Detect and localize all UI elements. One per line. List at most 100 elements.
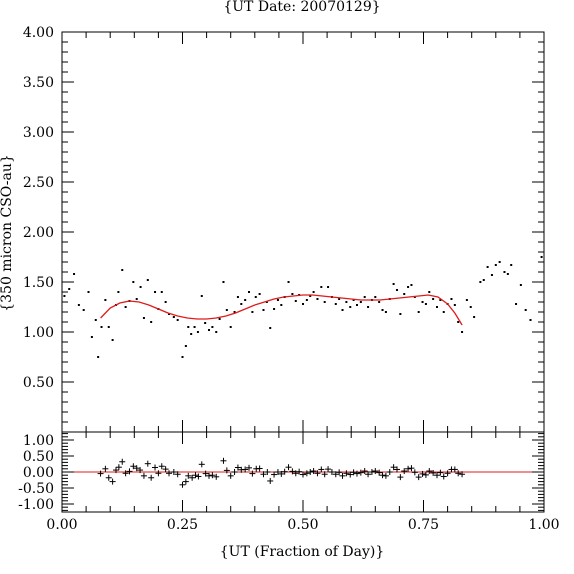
data-point (381, 309, 384, 311)
residual-point (274, 469, 281, 475)
data-point (302, 303, 304, 305)
residual-point (440, 473, 447, 480)
data-point (236, 296, 239, 298)
residual-point (353, 470, 360, 477)
residual-point (307, 469, 314, 475)
data-point (349, 306, 352, 308)
residual-point (112, 467, 119, 474)
residual-point (285, 464, 292, 471)
y-tick-label: 2.00 (23, 225, 54, 241)
data-point (97, 356, 100, 358)
residual-point (133, 465, 140, 472)
y-tick-label: -1.00 (18, 497, 54, 513)
data-point (208, 329, 211, 331)
y-tick-label: 1.00 (23, 433, 54, 449)
residual-point (192, 472, 199, 479)
top-panel-ticks: 0.50 1.00 1.50 2.00 2.50 3.00 3.50 4.00 (23, 25, 545, 433)
residual-point (397, 474, 404, 481)
bottom-panel: -1.00-0.500.000.501.00 (18, 431, 545, 513)
data-point (135, 298, 138, 300)
residual-points (97, 457, 466, 488)
data-point (341, 309, 344, 311)
residual-point (206, 472, 213, 479)
data-point (117, 291, 120, 293)
data-point (77, 304, 80, 306)
residual-point (433, 472, 440, 479)
residual-point (386, 469, 393, 475)
data-point (417, 311, 420, 313)
residual-point (249, 470, 256, 477)
data-point (73, 273, 76, 275)
y-tick-label: 3.00 (23, 125, 54, 141)
residual-point (281, 468, 288, 475)
residual-point (451, 466, 458, 473)
residual-point (256, 465, 263, 472)
residual-point (223, 467, 230, 474)
data-point (498, 261, 501, 263)
data-point (461, 331, 464, 333)
data-point (515, 303, 518, 305)
data-point (374, 296, 377, 298)
residual-point (102, 465, 109, 472)
data-point (168, 313, 171, 315)
data-point (395, 289, 398, 291)
data-point (146, 279, 149, 281)
data-point (524, 309, 527, 311)
residual-point (350, 469, 357, 476)
residual-point (411, 469, 418, 476)
data-point (457, 321, 460, 323)
residual-point (292, 470, 299, 477)
data-point (193, 326, 196, 328)
data-point (142, 317, 145, 319)
residual-point (271, 471, 278, 478)
data-point (482, 279, 485, 281)
data-point (222, 281, 225, 283)
data-point (172, 316, 175, 318)
data-point (421, 301, 424, 303)
data-point (269, 327, 272, 329)
data-point (355, 304, 358, 306)
residual-point (130, 463, 137, 470)
data-point (309, 295, 312, 297)
data-point (345, 301, 348, 303)
data-point (68, 288, 71, 290)
data-point (442, 311, 445, 313)
residual-point (361, 468, 368, 475)
top-panel-frame (61, 31, 545, 433)
residual-point (365, 471, 372, 478)
data-point (233, 311, 236, 313)
data-point (164, 301, 167, 303)
data-point (399, 313, 402, 315)
data-point (294, 300, 297, 302)
data-point (104, 299, 107, 301)
residual-point (152, 464, 159, 471)
y-tick-label: 1.50 (23, 275, 54, 291)
x-tick-label: 1.00 (528, 517, 559, 533)
data-point (248, 291, 251, 293)
data-point (139, 286, 142, 288)
residual-point (209, 472, 216, 479)
residual-point (415, 474, 422, 481)
residual-point (314, 470, 321, 477)
x-tick-label: 0.75 (408, 517, 439, 533)
residual-point (260, 471, 267, 478)
data-point (352, 299, 355, 301)
data-point (410, 284, 413, 286)
data-point (305, 299, 308, 301)
data-point (540, 256, 543, 258)
residual-point (382, 472, 389, 479)
residual-point (166, 470, 173, 477)
residual-point (97, 470, 104, 477)
residual-point (202, 470, 209, 477)
residual-point (459, 471, 466, 478)
data-point (87, 291, 90, 293)
residual-point (155, 470, 162, 477)
residual-point (419, 470, 426, 477)
y-tick-label: 3.50 (23, 75, 54, 91)
residual-point (430, 469, 437, 476)
data-point (111, 339, 114, 341)
fit-curve (100, 294, 463, 326)
residual-point (158, 463, 165, 470)
data-point (121, 269, 124, 271)
y-tick-label: 1.00 (23, 325, 54, 341)
